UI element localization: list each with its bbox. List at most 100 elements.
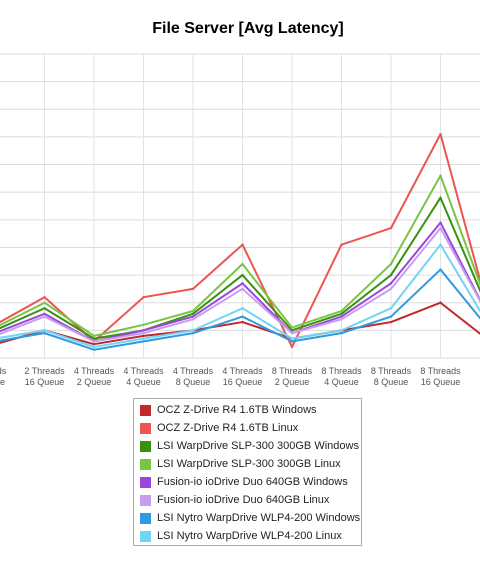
data-point[interactable] (43, 312, 46, 315)
series-line-7[interactable] (0, 243, 480, 348)
data-point[interactable] (92, 340, 96, 343)
data-point[interactable] (92, 345, 96, 349)
data-point[interactable] (191, 309, 195, 313)
data-point[interactable] (389, 315, 393, 318)
data-point[interactable] (439, 196, 442, 199)
x-tick-label: 2 Queue (77, 377, 112, 387)
data-point[interactable] (439, 268, 442, 271)
data-point[interactable] (389, 287, 393, 291)
data-point[interactable] (340, 329, 343, 332)
data-point[interactable] (43, 315, 46, 318)
legend-swatch (140, 512, 151, 524)
legend: OCZ Z-Drive R4 1.6TB Windows OCZ Z-Drive … (133, 398, 362, 546)
data-point[interactable] (439, 243, 442, 246)
data-point[interactable] (290, 337, 294, 340)
legend-item[interactable]: OCZ Z-Drive R4 1.6TB Windows (140, 401, 361, 419)
data-point[interactable] (241, 315, 244, 318)
legend-label: LSI Nytro WarpDrive WLP4-200 Windows (157, 512, 361, 524)
legend-label: LSI WarpDrive SLP-300 300GB Linux (157, 458, 341, 470)
data-point[interactable] (191, 315, 195, 318)
data-point[interactable] (290, 340, 294, 343)
x-tick-label: 8 Queue (374, 377, 409, 387)
data-point[interactable] (241, 282, 244, 285)
x-tick-label: reads (0, 366, 7, 376)
legend-item[interactable]: Fusion-io ioDrive Duo 640GB Linux (140, 491, 361, 509)
data-point[interactable] (340, 315, 343, 318)
legend-item[interactable]: OCZ Z-Drive R4 1.6TB Linux (140, 419, 361, 437)
legend-swatch (140, 476, 151, 488)
data-point[interactable] (340, 243, 343, 246)
data-point[interactable] (290, 326, 294, 329)
x-tick-label: 16 Queue (421, 377, 461, 387)
legend-item[interactable]: LSI WarpDrive SLP-300 300GB Linux (140, 455, 361, 473)
legend-item[interactable]: Fusion-io ioDrive Duo 640GB Windows (140, 473, 361, 491)
data-point[interactable] (439, 174, 442, 177)
data-point[interactable] (340, 309, 343, 313)
data-point[interactable] (290, 345, 294, 349)
legend-swatch (140, 494, 151, 506)
legend-swatch (140, 440, 151, 452)
x-tick-label: 16 Queue (223, 377, 263, 387)
data-point[interactable] (142, 340, 145, 343)
data-point[interactable] (241, 262, 244, 266)
data-point[interactable] (241, 307, 244, 310)
data-point[interactable] (191, 312, 195, 315)
data-point[interactable] (142, 323, 145, 327)
series-line-4[interactable] (0, 221, 480, 343)
data-point[interactable] (439, 301, 442, 304)
series-line-3[interactable] (0, 174, 480, 337)
legend-swatch (140, 404, 151, 416)
legend-item[interactable]: LSI Nytro WarpDrive WLP4-200 Linux (140, 527, 361, 545)
data-point[interactable] (439, 226, 442, 230)
x-tick-label: 4 Threads (74, 366, 115, 376)
data-point[interactable] (389, 273, 393, 277)
data-point[interactable] (92, 342, 96, 346)
data-point[interactable] (43, 307, 46, 310)
data-point[interactable] (389, 320, 393, 324)
data-point[interactable] (241, 320, 244, 324)
data-point[interactable] (191, 287, 195, 291)
data-point[interactable] (43, 296, 46, 299)
legend-item[interactable]: LSI WarpDrive SLP-300 300GB Windows (140, 437, 361, 455)
data-point[interactable] (340, 318, 343, 321)
data-point[interactable] (43, 331, 46, 335)
data-point[interactable] (241, 243, 244, 246)
data-point[interactable] (241, 287, 244, 291)
x-tick-label: 4 Queue (126, 377, 161, 387)
legend-label: Fusion-io ioDrive Duo 640GB Windows (157, 476, 348, 488)
x-tick-label: 4 Queue (324, 377, 359, 387)
data-point[interactable] (290, 331, 294, 335)
x-tick-label: ueue (0, 377, 5, 387)
data-point[interactable] (142, 334, 145, 338)
x-tick-label: 8 Threads (272, 366, 313, 376)
data-point[interactable] (340, 331, 343, 335)
data-point[interactable] (43, 329, 46, 332)
x-tick-label: 8 Threads (420, 366, 461, 376)
data-point[interactable] (241, 273, 244, 277)
data-point[interactable] (439, 132, 442, 136)
legend-item[interactable]: LSI Nytro WarpDrive WLP4-200 Windows (140, 509, 361, 527)
data-point[interactable] (142, 331, 145, 335)
data-point[interactable] (142, 329, 145, 332)
x-tick-label: 8 Threads (371, 366, 412, 376)
legend-swatch (140, 422, 151, 434)
data-point[interactable] (142, 296, 145, 299)
data-point[interactable] (389, 282, 393, 285)
data-point[interactable] (340, 312, 343, 315)
data-point[interactable] (389, 226, 393, 230)
data-point[interactable] (290, 329, 294, 332)
data-point[interactable] (191, 331, 195, 335)
data-point[interactable] (142, 337, 145, 340)
data-point[interactable] (92, 348, 96, 351)
data-point[interactable] (191, 318, 195, 321)
data-point[interactable] (389, 307, 393, 310)
data-point[interactable] (43, 301, 46, 304)
data-point[interactable] (439, 221, 442, 224)
legend-label: OCZ Z-Drive R4 1.6TB Windows (157, 404, 317, 416)
data-point[interactable] (92, 334, 96, 338)
data-point[interactable] (92, 337, 96, 340)
legend-swatch (140, 458, 151, 470)
data-point[interactable] (191, 329, 195, 332)
data-point[interactable] (389, 262, 393, 266)
